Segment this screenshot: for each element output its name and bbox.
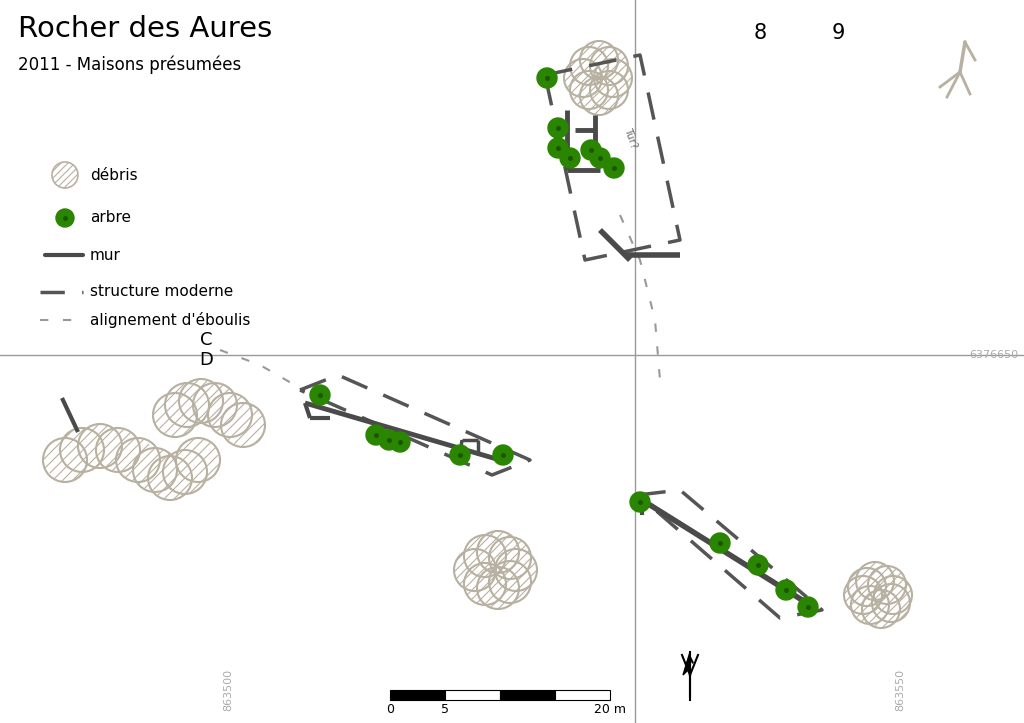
Circle shape (874, 576, 912, 614)
Circle shape (570, 47, 608, 85)
Circle shape (221, 403, 265, 447)
Circle shape (856, 562, 894, 600)
Text: 20 m: 20 m (594, 703, 626, 716)
Circle shape (590, 148, 610, 168)
Circle shape (489, 537, 531, 579)
Circle shape (604, 158, 624, 178)
Text: C: C (200, 331, 212, 349)
Text: structure moderne: structure moderne (90, 284, 233, 299)
Circle shape (56, 209, 74, 227)
Bar (500, 690, 555, 700)
Circle shape (844, 576, 882, 614)
Circle shape (580, 41, 618, 79)
Text: 0: 0 (386, 703, 394, 716)
Circle shape (179, 379, 223, 423)
Circle shape (477, 567, 519, 609)
Circle shape (153, 393, 197, 437)
Bar (445, 690, 500, 700)
Polygon shape (683, 652, 690, 675)
Circle shape (148, 456, 193, 500)
Circle shape (493, 445, 513, 465)
Circle shape (710, 533, 730, 553)
Circle shape (165, 383, 209, 427)
Circle shape (163, 450, 207, 494)
Text: arbre: arbre (90, 210, 131, 226)
Circle shape (848, 568, 886, 606)
Circle shape (868, 566, 906, 604)
Circle shape (464, 535, 506, 577)
Circle shape (590, 47, 628, 85)
Circle shape (208, 393, 252, 437)
Circle shape (594, 59, 632, 97)
Circle shape (133, 448, 177, 492)
Text: D: D (199, 351, 213, 369)
Circle shape (537, 68, 557, 88)
Circle shape (776, 580, 796, 600)
Circle shape (176, 438, 220, 482)
Circle shape (630, 492, 650, 512)
Circle shape (477, 531, 519, 573)
Circle shape (379, 430, 399, 450)
Text: mur: mur (90, 247, 121, 262)
Circle shape (52, 162, 78, 188)
Text: 8: 8 (754, 23, 767, 43)
Circle shape (564, 59, 602, 97)
Circle shape (548, 138, 568, 158)
Circle shape (872, 584, 910, 622)
Circle shape (310, 385, 330, 405)
Bar (390, 690, 445, 700)
Text: Tür?: Tür? (622, 127, 639, 150)
Text: 6376650: 6376650 (969, 350, 1018, 360)
Text: débris: débris (90, 168, 137, 182)
Text: 863550: 863550 (895, 669, 905, 711)
Text: alignement d'éboulis: alignement d'éboulis (90, 312, 251, 328)
Text: 9: 9 (831, 23, 845, 43)
Circle shape (450, 445, 470, 465)
Circle shape (590, 71, 628, 109)
Circle shape (96, 428, 140, 472)
Text: 2011 - Maisons présumées: 2011 - Maisons présumées (18, 55, 242, 74)
Text: 863500: 863500 (223, 669, 233, 711)
Circle shape (570, 71, 608, 109)
Circle shape (495, 549, 537, 591)
Circle shape (748, 555, 768, 575)
Circle shape (464, 563, 506, 605)
Circle shape (581, 140, 601, 160)
Circle shape (43, 438, 87, 482)
Bar (555, 690, 610, 700)
Circle shape (390, 432, 410, 452)
Text: Rocher des Aures: Rocher des Aures (18, 15, 272, 43)
Circle shape (862, 590, 900, 628)
Circle shape (580, 77, 618, 115)
Text: 5: 5 (441, 703, 449, 716)
Circle shape (851, 586, 889, 624)
Circle shape (366, 425, 386, 445)
Circle shape (798, 597, 818, 617)
Circle shape (560, 148, 580, 168)
Circle shape (454, 549, 496, 591)
Circle shape (193, 383, 237, 427)
Circle shape (78, 424, 122, 468)
Circle shape (548, 118, 568, 138)
Circle shape (116, 438, 160, 482)
Circle shape (60, 428, 104, 472)
Circle shape (489, 561, 531, 603)
